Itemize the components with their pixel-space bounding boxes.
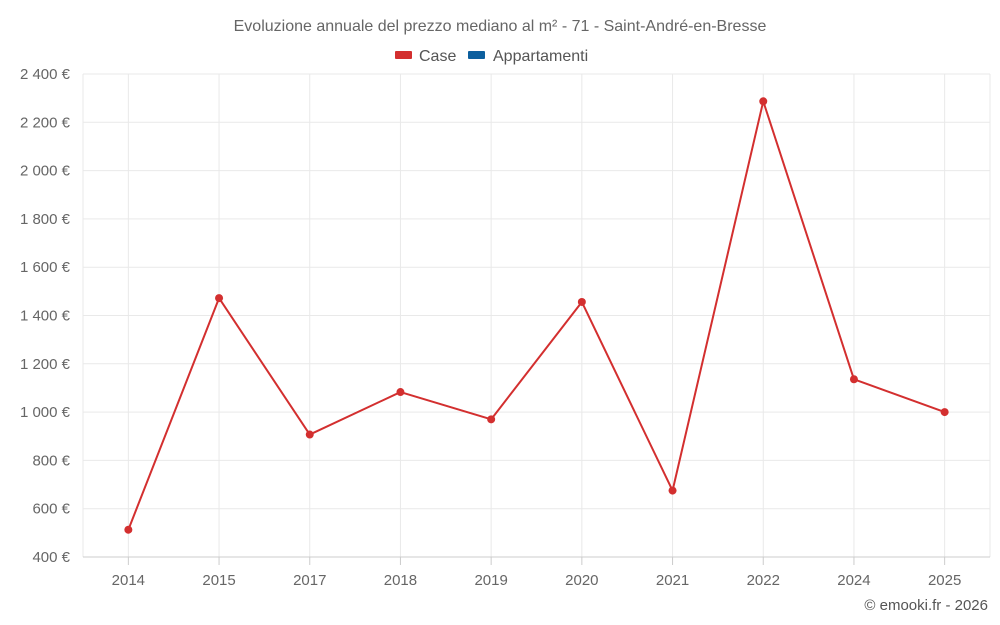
data-point[interactable] — [487, 415, 496, 424]
data-point[interactable] — [940, 408, 949, 417]
grid — [82, 73, 991, 557]
x-tick-label: 2017 — [293, 572, 326, 589]
x-tick-label: 2021 — [656, 572, 689, 589]
data-point[interactable] — [124, 525, 133, 534]
y-tick-label: 1 600 € — [20, 259, 71, 276]
chart-title: Evoluzione annuale del prezzo mediano al… — [234, 18, 767, 35]
x-tick-label: 2022 — [747, 572, 780, 589]
y-tick-label: 600 € — [32, 501, 70, 518]
legend-label-case: Case — [419, 48, 456, 65]
data-point[interactable] — [759, 97, 768, 106]
data-point[interactable] — [215, 294, 224, 303]
series-line — [127, 100, 945, 531]
y-tick-label: 2 200 € — [20, 114, 71, 131]
legend: Case Appartamenti — [395, 48, 588, 65]
x-tick-label: 2024 — [837, 572, 870, 589]
x-tick-label: 2014 — [112, 572, 145, 589]
x-tick-label: 2025 — [928, 572, 961, 589]
legend-swatch-case — [395, 51, 412, 59]
data-point[interactable] — [396, 388, 405, 397]
legend-item-appartamenti[interactable]: Appartamenti — [468, 48, 588, 65]
data-point[interactable] — [305, 430, 314, 439]
legend-swatch-appartamenti — [468, 51, 485, 59]
y-tick-label: 1 200 € — [20, 356, 71, 373]
credit-text: © emooki.fr - 2026 — [864, 597, 988, 614]
x-tick-label: 2018 — [384, 572, 417, 589]
y-tick-label: 800 € — [32, 452, 70, 469]
series-case — [124, 97, 949, 534]
legend-item-case[interactable]: Case — [395, 48, 456, 65]
y-tick-label: 400 € — [32, 549, 70, 566]
y-tick-label: 2 000 € — [20, 163, 71, 180]
data-point[interactable] — [668, 486, 677, 495]
y-tick-label: 1 400 € — [20, 308, 71, 325]
data-point[interactable] — [577, 297, 586, 306]
x-tick-label: 2019 — [474, 572, 507, 589]
x-tick-label: 2015 — [202, 572, 235, 589]
y-tick-label: 1 000 € — [20, 404, 71, 421]
y-tick-label: 2 400 € — [20, 66, 71, 83]
x-tick-label: 2020 — [565, 572, 598, 589]
y-axis-ticks: 400 € 600 € 800 € 1 000 € 1 200 € 1 400 € 1 60… — [20, 66, 71, 566]
data-point[interactable] — [849, 375, 858, 384]
y-tick-label: 1 800 € — [20, 211, 71, 228]
x-axis-ticks: 2014 2015 2017 2018 2019 2020 2021 2022 2024 2025 — [112, 557, 961, 589]
legend-label-appartamenti: Appartamenti — [493, 48, 588, 65]
